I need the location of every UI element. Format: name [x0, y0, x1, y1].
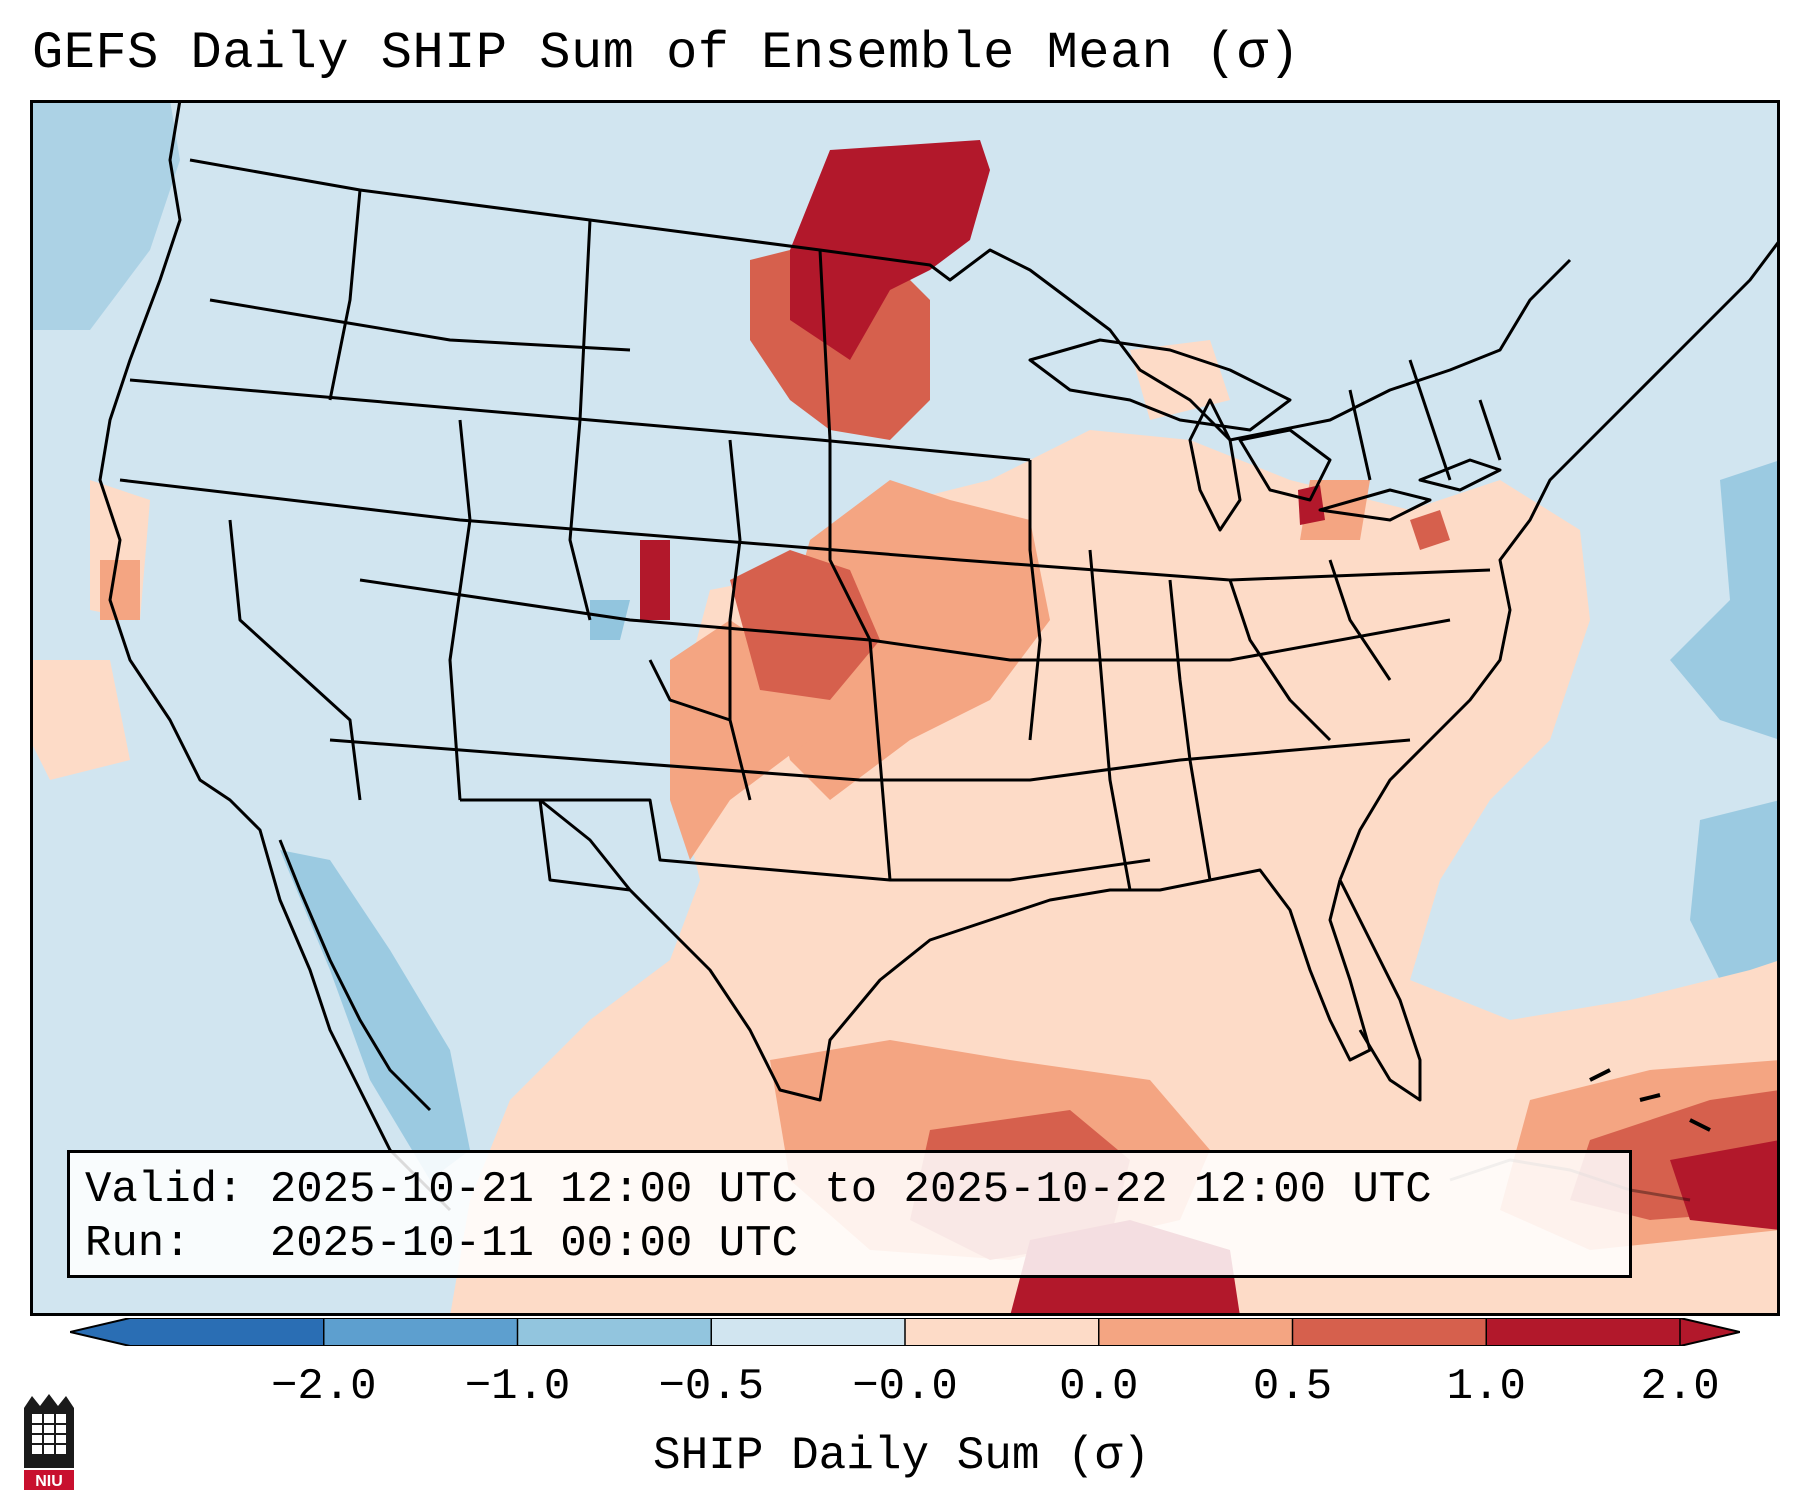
map-borders — [98, 100, 1780, 1212]
colorbar-segment — [1098, 1318, 1293, 1346]
valid-run-box: Valid: 2025-10-21 12:00 UTC to 2025-10-2… — [67, 1150, 1632, 1278]
colorbar-segment — [130, 1318, 325, 1346]
colorbar-label: SHIP Daily Sum (σ) — [653, 1430, 1150, 1482]
map-frame — [30, 100, 1780, 1316]
colorbar-tick-label: 1.0 — [1446, 1362, 1526, 1412]
coastline-florida — [1338, 879, 1422, 1102]
colorbar-tick-label: −0.0 — [852, 1362, 958, 1412]
colorbar-tick-label: −0.5 — [658, 1362, 765, 1412]
colorbar-segment — [1292, 1318, 1487, 1346]
coastline-east — [1338, 239, 1780, 881]
coastline-gulf — [539, 798, 1372, 1102]
colorbar-segment — [1486, 1318, 1681, 1346]
great-lakes — [1028, 338, 1292, 432]
run-time-text: Run: 2025-10-11 00:00 UTC — [85, 1219, 798, 1269]
niu-logo: NIU — [20, 1392, 78, 1492]
coastline-west — [98, 100, 452, 1212]
colorbar-segment — [905, 1318, 1100, 1346]
colorbar — [69, 1317, 1741, 1347]
colorbar-segment — [323, 1318, 518, 1346]
valid-time-text: Valid: 2025-10-21 12:00 UTC to 2025-10-2… — [85, 1165, 1432, 1215]
svg-text:NIU: NIU — [35, 1473, 63, 1490]
colorbar-graphic — [69, 1317, 1741, 1347]
map-canvas — [30, 100, 1780, 1316]
colorbar-segment — [711, 1318, 906, 1346]
colorbar-extend-high — [1680, 1318, 1740, 1346]
map-panel — [30, 100, 1780, 1316]
colorbar-tick-label: −2.0 — [270, 1362, 377, 1412]
colorbar-tick-label: 2.0 — [1640, 1362, 1720, 1412]
map-title: GEFS Daily SHIP Sum of Ensemble Mean (σ) — [32, 24, 1301, 83]
colorbar-segment — [517, 1318, 712, 1346]
colorbar-tick-label: 0.0 — [1059, 1362, 1139, 1412]
colorbar-tick-label: 0.5 — [1252, 1362, 1333, 1412]
colorbar-tick-label: −1.0 — [464, 1362, 571, 1412]
colorbar-extend-low — [70, 1318, 130, 1346]
